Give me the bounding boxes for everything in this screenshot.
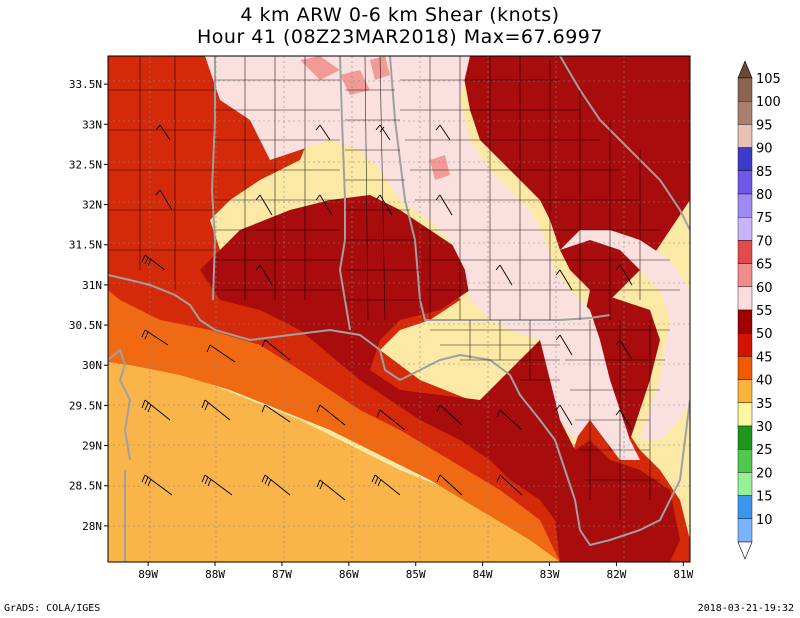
lon-tick-label: 89W	[138, 568, 158, 581]
lat-tick-label: 29N	[82, 440, 102, 453]
colorbar-label: 15	[756, 490, 773, 505]
lat-tick-label: 29.5N	[69, 399, 102, 412]
lon-tick-label: 84W	[473, 568, 493, 581]
colorbar-swatch	[737, 309, 753, 334]
colorbar-swatch	[737, 402, 753, 427]
generation-timestamp: 2018-03-21-19:32	[697, 603, 794, 614]
lat-tick-label: 31N	[82, 279, 102, 292]
lat-lon-grid	[108, 56, 690, 562]
shear-region-65-70	[205, 56, 640, 460]
shear-region-50-55	[108, 230, 560, 562]
colorbar-swatch	[737, 356, 753, 380]
colorbar-label: 30	[756, 420, 773, 435]
colorbar-label: 75	[756, 211, 773, 226]
shear-region-65-70-east	[560, 230, 690, 440]
lon-tick-label: 87W	[272, 568, 292, 581]
colorbar-label: 95	[756, 118, 773, 133]
lon-tick-label: 85W	[406, 568, 426, 581]
longitude-axis: 89W 88W 87W 86W 85W 84W 83W 82W 81W	[138, 562, 694, 581]
lat-tick-label: 30N	[82, 359, 102, 372]
colorbar-swatch	[737, 425, 753, 450]
colorbar-swatch	[737, 333, 753, 357]
colorbar-swatch	[737, 379, 753, 404]
colorbar-swatch	[737, 147, 753, 172]
colorbar-swatch	[737, 124, 753, 148]
colorbar-bottom-arrow	[737, 541, 753, 560]
lat-tick-label: 32N	[82, 199, 102, 212]
colorbar-label: 60	[756, 281, 773, 296]
colorbar-label: 25	[756, 443, 773, 458]
lon-tick-label: 88W	[205, 568, 225, 581]
colorbar-label: 105	[756, 72, 781, 87]
colorbar-label: 40	[756, 374, 773, 389]
lat-tick-label: 33N	[82, 118, 102, 131]
colorbar-swatch	[737, 472, 753, 496]
map-title-line2: Hour 41 (08Z23MAR2018) Max=67.6997	[197, 26, 603, 48]
colorbar-swatch	[737, 100, 753, 125]
colorbar-label: 45	[756, 350, 773, 365]
colorbar-label: 10	[756, 513, 773, 528]
colorbar-label: 90	[756, 142, 773, 157]
colorbar-label: 55	[756, 304, 773, 319]
colorbar-swatch	[737, 77, 753, 102]
map-frame	[107, 55, 691, 563]
colorbar-swatch	[737, 495, 753, 520]
wind-barbs	[141, 124, 633, 501]
lat-tick-label: 28N	[82, 520, 102, 533]
colorbar-swatch	[737, 286, 753, 311]
lat-tick-label: 30.5N	[69, 319, 102, 332]
colorbar-label: 35	[756, 397, 773, 412]
map-title-line1: 4 km ARW 0-6 km Shear (knots)	[240, 4, 560, 26]
colorbar-label: 70	[756, 234, 773, 249]
colorbar-label: 85	[756, 165, 773, 180]
lon-tick-label: 83W	[540, 568, 560, 581]
shear-region-45-50	[108, 360, 560, 562]
colorbar-top-arrow	[737, 60, 753, 79]
lat-tick-label: 33.5N	[69, 78, 102, 91]
latitude-axis: 33.5N 33N 32.5N 32N 31.5N 31N 30.5N 30N 29.5N 29N…	[69, 78, 108, 533]
shear-region-60-65	[200, 195, 680, 562]
colorbar-label: 20	[756, 466, 773, 481]
grads-credit: GrADS: COLA/IGES	[4, 603, 101, 614]
colorbar-swatch	[737, 216, 753, 241]
shear-region-70-75	[300, 56, 450, 180]
colorbar-swatch	[737, 263, 753, 288]
colorbar-swatch	[737, 240, 753, 264]
colorbar-swatch	[737, 170, 753, 195]
colorbar-label: 65	[756, 258, 773, 273]
lon-tick-label: 82W	[606, 568, 626, 581]
colorbar-swatch	[737, 518, 753, 543]
colorbar-swatch	[737, 449, 753, 473]
colorbar-label: 80	[756, 188, 773, 203]
lat-tick-label: 28.5N	[69, 480, 102, 493]
colorbar-legend: 105 100 95 90 85 80 75 70 65 60 55 50 45 40 35 30 25 20 15…	[737, 60, 781, 560]
colorbar-label: 100	[756, 95, 781, 110]
colorbar-label: 50	[756, 327, 773, 342]
county-boundaries	[108, 56, 680, 520]
lon-tick-label: 81W	[673, 568, 693, 581]
lon-tick-label: 86W	[339, 568, 359, 581]
lat-tick-label: 31.5N	[69, 239, 102, 252]
lat-tick-label: 32.5N	[69, 158, 102, 171]
colorbar-swatch	[737, 193, 753, 218]
